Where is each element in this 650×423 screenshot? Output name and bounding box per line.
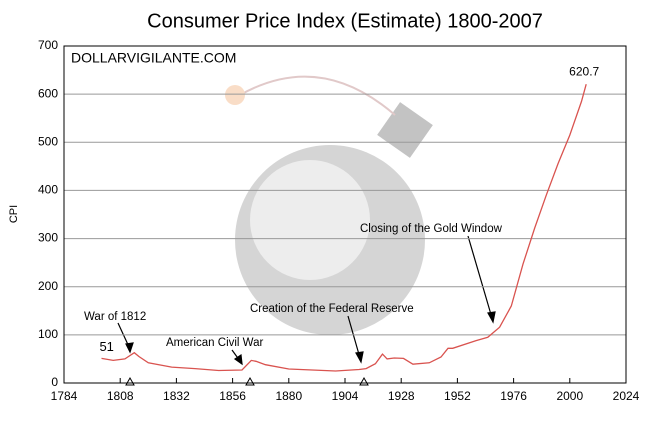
chart-title: Consumer Price Index (Estimate) 1800-200… (147, 10, 543, 32)
x-tick-label: 1880 (275, 389, 302, 403)
x-tick-label: 1904 (332, 389, 359, 403)
x-tick-label: 1784 (51, 389, 78, 403)
annotation: Closing of the Gold Window (360, 223, 503, 235)
y-tick-label: 200 (38, 279, 58, 293)
y-tick-label: 100 (38, 327, 58, 341)
x-tick-label: 1976 (500, 389, 527, 403)
x-tick-label: 1952 (444, 389, 471, 403)
annotation: Creation of the Federal Reserve (250, 303, 414, 315)
data-label: 51 (99, 339, 113, 354)
y-axis-label: CPI (8, 205, 20, 223)
x-tick-label: 1928 (388, 389, 415, 403)
y-tick-label: 600 (38, 86, 58, 100)
data-label: 620.7 (569, 64, 599, 78)
annotation-arrows (117, 235, 496, 366)
annotation: War of 1812 (84, 311, 146, 323)
event-markers (125, 376, 369, 386)
x-tick-label: 1832 (163, 389, 190, 403)
watermark: DOLLARVIGILANTE.COM (71, 50, 236, 66)
x-tick-label: 1856 (219, 389, 246, 403)
y-tick-label: 500 (38, 134, 58, 148)
annotation: American Civil War (166, 337, 264, 349)
y-tick-label: 0 (51, 375, 58, 389)
cpi-line (101, 84, 587, 372)
x-tick-label: 2000 (556, 389, 583, 403)
background-art (225, 75, 433, 335)
y-tick-label: 700 (38, 38, 58, 52)
x-tick-label: 2024 (613, 389, 640, 403)
x-tick-label: 1808 (107, 389, 134, 403)
y-tick-label: 300 (38, 231, 58, 245)
y-tick-label: 400 (38, 183, 58, 197)
plot-frame (63, 45, 627, 384)
